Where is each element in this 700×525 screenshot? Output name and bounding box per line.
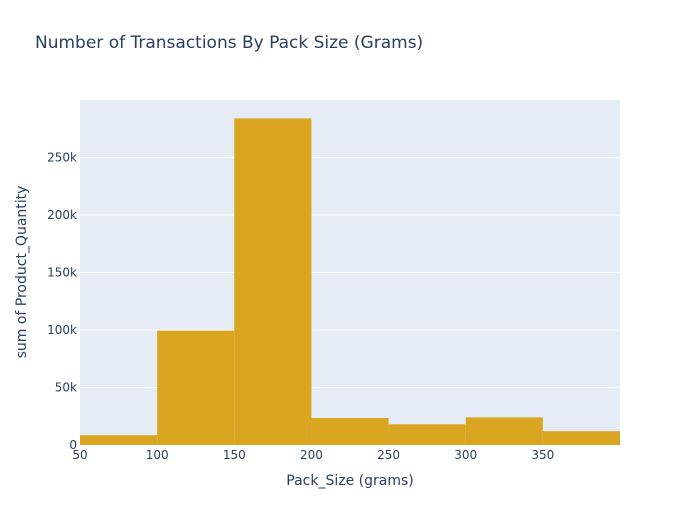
histogram-bar-100-150[interactable] [157,330,235,445]
x-tick-label: 150 [223,448,246,462]
x-tick-label: 100 [146,448,169,462]
y-axis-ticks: 0 50k 100k 150k 200k 250k [47,151,77,453]
x-tick-label: 50 [72,448,87,462]
y-tick-label: 100k [47,323,77,337]
y-tick-label: 200k [47,208,77,222]
bars [80,118,620,446]
gridlines [80,157,620,388]
y-tick-label: 50k [55,381,77,395]
histogram-bar-250-300[interactable] [388,424,466,445]
histogram-bar-200-250[interactable] [311,417,389,445]
histogram-bar-350-400[interactable] [542,431,620,445]
x-tick-label: 350 [531,448,554,462]
histogram-bar-50-100[interactable] [80,435,158,445]
histogram-bar-150-200[interactable] [234,118,312,446]
x-axis-ticks: 50 100 150 200 250 300 350 [72,448,554,462]
y-tick-label: 250k [47,151,77,165]
chart-title: Number of Transactions By Pack Size (Gra… [35,33,424,53]
x-axis-title: Pack_Size (grams) [286,473,413,489]
y-axis-title: sum of Product_Quantity [14,186,30,359]
y-tick-label: 150k [47,266,77,280]
y-tick-label: 0 [69,438,77,452]
x-tick-label: 300 [454,448,477,462]
x-tick-label: 250 [377,448,400,462]
histogram-bar-300-350[interactable] [465,417,543,445]
x-tick-label: 200 [300,448,323,462]
